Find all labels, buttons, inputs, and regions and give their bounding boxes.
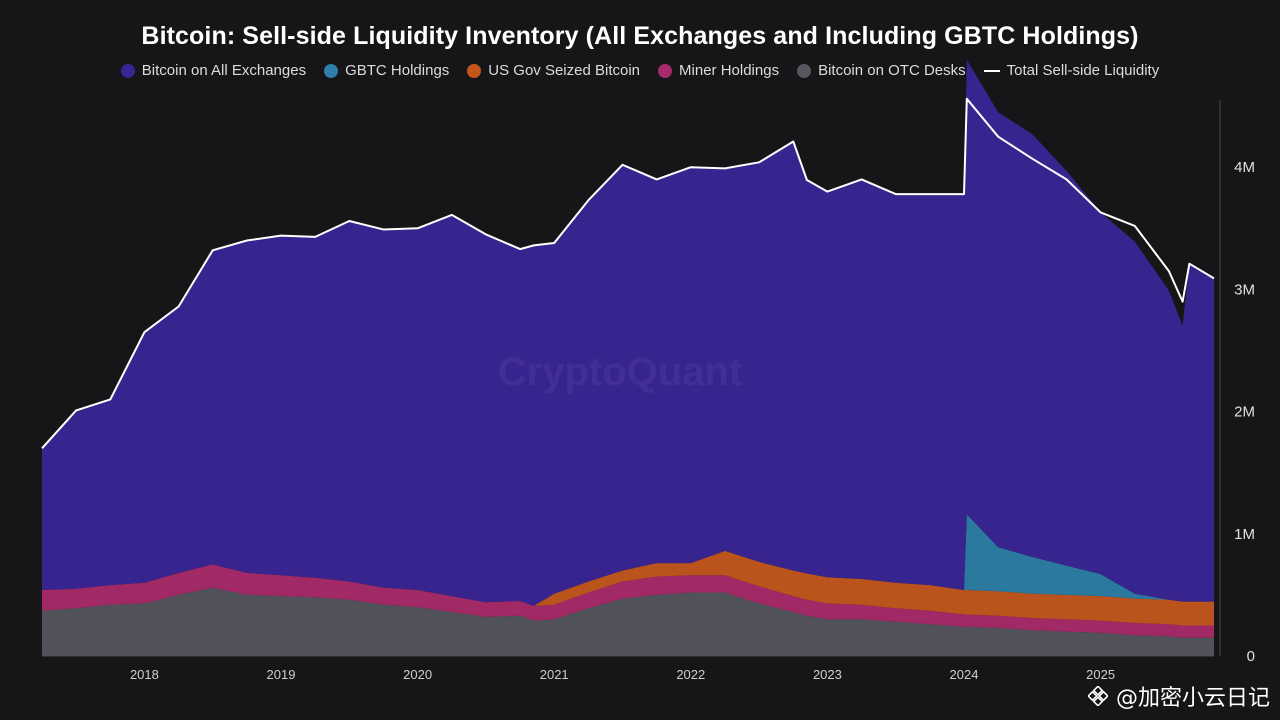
legend-item-otc[interactable]: Bitcoin on OTC Desks xyxy=(797,62,966,79)
x-tick-label: 2022 xyxy=(676,667,705,682)
chart-legend: Bitcoin on All Exchanges GBTC Holdings U… xyxy=(0,62,1280,79)
total-sell-side-liquidity-line xyxy=(41,97,1215,449)
area-bitcoin-on-all-exchanges xyxy=(42,59,1214,606)
credit-text: @加密小云日记 xyxy=(1115,686,1270,711)
total-line-layer xyxy=(41,97,1215,449)
x-tick-label: 2020 xyxy=(403,667,432,682)
legend-swatch-total xyxy=(983,69,1000,72)
legend-label: Bitcoin on All Exchanges xyxy=(141,62,307,79)
legend-item-us-gov[interactable]: US Gov Seized Bitcoin xyxy=(467,62,640,79)
legend-label: Total Sell-side Liquidity xyxy=(1006,62,1160,79)
y-tick-label: 3M xyxy=(1234,281,1255,298)
chart-title: Bitcoin: Sell-side Liquidity Inventory (… xyxy=(141,22,1139,50)
legend-label: Bitcoin on OTC Desks xyxy=(818,62,966,79)
area-miner-holdings xyxy=(42,564,1214,638)
x-tick-label: 2024 xyxy=(950,667,979,682)
axes: 2018 2019 2020 2021 2022 2023 2024 2025 0 1M 2M 3M 4… xyxy=(42,100,1255,682)
legend-item-gbtc[interactable]: GBTC Holdings xyxy=(324,62,449,79)
legend-item-exchanges[interactable]: Bitcoin on All Exchanges xyxy=(120,62,307,79)
legend-item-miner[interactable]: Miner Holdings xyxy=(658,62,779,79)
credit-badge: @加密小云日记 xyxy=(1087,680,1270,712)
area-us-gov-seized-bitcoin xyxy=(42,550,1214,626)
y-tick-label: 4M xyxy=(1234,159,1255,176)
legend-swatch-miner xyxy=(658,63,673,78)
y-tick-label: 2M xyxy=(1234,404,1255,421)
legend-swatch-us-gov xyxy=(467,63,482,78)
binance-logo-icon xyxy=(1087,686,1108,706)
watermark: CryptoQuant xyxy=(498,350,742,394)
legend-label: US Gov Seized Bitcoin xyxy=(488,62,641,79)
x-tick-label: 2023 xyxy=(813,667,842,682)
stacked-areas xyxy=(42,59,1214,656)
legend-label: Miner Holdings xyxy=(679,62,780,79)
legend-swatch-gbtc xyxy=(324,63,339,78)
legend-label: GBTC Holdings xyxy=(345,62,450,79)
x-tick-label: 2021 xyxy=(540,667,569,682)
x-tick-label: 2025 xyxy=(1086,667,1115,682)
x-tick-label: 2018 xyxy=(130,667,159,682)
area-bitcoin-on-otc-desks xyxy=(42,587,1214,656)
y-tick-label: 1M xyxy=(1234,526,1255,543)
legend-item-total[interactable]: Total Sell-side Liquidity xyxy=(983,62,1160,79)
legend-swatch-otc xyxy=(797,63,812,78)
legend-swatch-exchanges xyxy=(120,63,135,78)
y-tick-label: 0 xyxy=(1247,648,1255,665)
x-tick-label: 2019 xyxy=(267,667,296,682)
area-gbtc-holdings xyxy=(42,514,1214,606)
